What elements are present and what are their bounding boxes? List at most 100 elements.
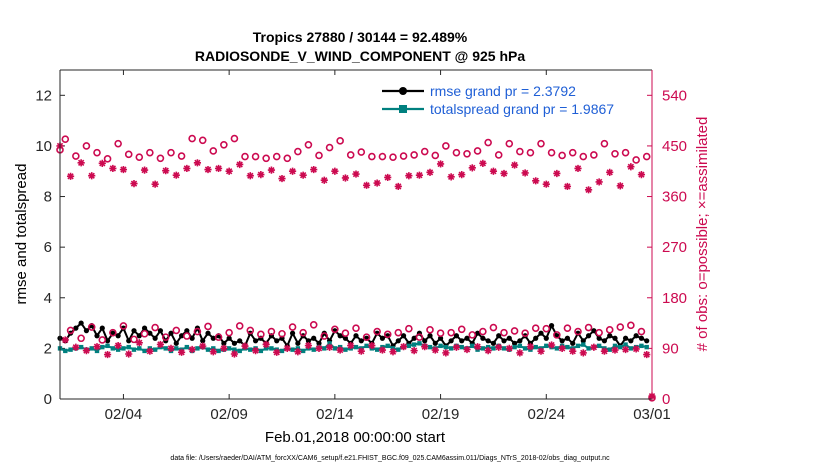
rmse-point — [237, 338, 243, 344]
possible-point — [61, 135, 70, 143]
x-tick-label: 02/24 — [528, 406, 566, 423]
spread-point — [269, 346, 274, 351]
assimilated-point — [336, 346, 344, 354]
assimilated-point — [109, 164, 117, 173]
spread-point — [290, 347, 295, 352]
possible-point — [420, 147, 429, 156]
rmse-point — [141, 325, 148, 331]
spread-point — [63, 348, 68, 354]
spread-point — [470, 343, 475, 349]
assimilated-point — [452, 343, 461, 351]
possible-point — [172, 326, 181, 335]
assimilated-point — [389, 348, 397, 356]
spread-point — [517, 343, 523, 349]
spread-point — [94, 348, 100, 354]
assimilated-point — [500, 169, 508, 178]
rmse-point — [400, 333, 407, 339]
legend-marker — [399, 87, 407, 95]
spread-point — [644, 344, 649, 350]
spread-point — [258, 348, 264, 354]
possible-point — [278, 329, 286, 338]
possible-point — [574, 327, 582, 336]
assimilated-point — [130, 180, 138, 188]
rmse-point — [184, 328, 190, 334]
possible-point — [553, 331, 561, 339]
spread-point — [142, 348, 147, 354]
possible-point — [198, 136, 207, 145]
rmse-point — [496, 333, 502, 339]
plot-area: 02/04 02/09 02/14 02/19 02/24 03/010246810120… — [35, 69, 687, 423]
rmse-point — [601, 338, 608, 344]
chart-title: Tropics 27880 / 30144 = 92.489% — [253, 29, 468, 45]
possible-point — [124, 150, 133, 159]
possible-point — [484, 138, 492, 147]
spread-point — [343, 347, 348, 352]
assimilated-point — [405, 172, 413, 180]
spread-point — [121, 346, 126, 351]
possible-point — [183, 332, 191, 340]
possible-point — [72, 152, 80, 160]
assimilated-point — [378, 346, 387, 354]
possible-point — [568, 148, 577, 157]
possible-point — [119, 322, 128, 330]
assimilated-point — [103, 350, 112, 359]
assimilated-point — [579, 349, 587, 357]
series-circle — [56, 134, 656, 402]
x-tick-label: 02/19 — [422, 406, 460, 423]
assimilated-point — [606, 168, 614, 176]
rmse-point — [289, 330, 296, 336]
possible-point — [214, 333, 223, 341]
spread-point — [232, 347, 237, 352]
possible-point — [468, 331, 477, 339]
assimilated-point — [532, 177, 540, 185]
assimilated-point — [516, 349, 524, 357]
possible-point — [605, 326, 614, 334]
possible-point — [93, 148, 101, 157]
rmse-point — [189, 335, 195, 341]
possible-point — [505, 139, 514, 148]
rmse-point — [612, 335, 618, 341]
possible-point — [383, 330, 392, 339]
rmse-point — [210, 335, 216, 341]
possible-point — [399, 152, 408, 160]
rmse-point — [157, 328, 164, 334]
possible-point — [431, 151, 440, 160]
rmse-point — [73, 325, 79, 331]
assimilated-point — [637, 171, 646, 179]
rmse-point — [221, 340, 227, 346]
spread-point — [522, 346, 528, 351]
possible-point — [637, 327, 646, 336]
assimilated-point — [368, 341, 376, 350]
rmse-point — [644, 338, 650, 344]
assimilated-point — [315, 344, 323, 352]
possible-point — [389, 153, 397, 161]
y-tick-label: 8 — [44, 189, 52, 206]
spread-point — [364, 343, 369, 349]
rmse-point — [379, 335, 386, 341]
assimilated-point — [188, 345, 196, 354]
rmse-point — [633, 333, 639, 339]
spread-point — [137, 346, 142, 351]
possible-point — [235, 322, 244, 330]
spread-point — [184, 344, 190, 350]
assimilated-point — [125, 350, 133, 358]
possible-point — [336, 137, 344, 145]
rmse-point — [83, 328, 90, 334]
possible-point — [368, 152, 376, 161]
rmse-point — [559, 338, 565, 344]
possible-point — [627, 321, 635, 330]
assimilated-point — [510, 161, 519, 169]
x-tick-label: 02/14 — [316, 406, 354, 423]
assimilated-point — [236, 160, 244, 169]
rmse-point — [580, 338, 586, 344]
spread-point — [374, 347, 380, 352]
possible-point — [288, 323, 297, 331]
assimilated-point — [241, 342, 249, 350]
possible-point — [415, 333, 424, 341]
assimilated-point — [98, 159, 106, 167]
assimilated-point — [627, 163, 635, 171]
assimilated-point — [611, 346, 619, 354]
possible-point — [405, 324, 413, 333]
assimilated-point — [468, 164, 476, 172]
rmse-point — [506, 335, 512, 341]
